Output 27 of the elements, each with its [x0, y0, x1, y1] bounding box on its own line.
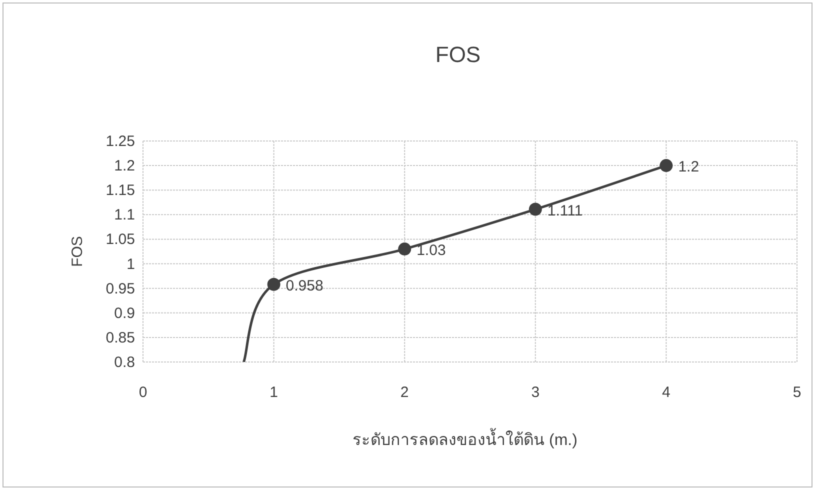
y-tick-label: 0.8 [114, 354, 135, 371]
data-label: 1.111 [547, 202, 583, 220]
y-tick-label: 1.1 [114, 206, 135, 224]
y-tick-label: 1 [126, 256, 135, 273]
data-label: 0.958 [286, 277, 324, 294]
y-tick-label: 1.05 [106, 231, 135, 248]
x-tick-label: 4 [662, 384, 670, 401]
point [528, 202, 542, 216]
data-label: 1.03 [416, 242, 446, 260]
data-label: 1.2 [678, 158, 700, 176]
x-tick-label: 3 [531, 384, 540, 401]
point [398, 242, 412, 256]
y-tick-label: 0.95 [106, 280, 135, 298]
x-tick-label: 0 [138, 384, 148, 401]
point [660, 159, 673, 172]
y-tick-label: 0.9 [114, 304, 135, 322]
point [267, 278, 280, 291]
x-tick-label: 5 [792, 384, 802, 401]
y-tick-label: 1.15 [106, 182, 135, 200]
y-tick-label: 1.25 [106, 133, 135, 150]
x-axis-title: ระดับการลดลงของน้ำใต้ดิน (m.) [352, 428, 578, 449]
chart-title: FOS [435, 42, 481, 67]
y-axis-title: FOS [69, 236, 86, 267]
x-tick-label: 1 [270, 384, 278, 401]
y-tick-label: 1.2 [114, 158, 135, 175]
x-tick-label: 2 [400, 384, 409, 401]
y-tick-label: 0.85 [106, 329, 135, 346]
